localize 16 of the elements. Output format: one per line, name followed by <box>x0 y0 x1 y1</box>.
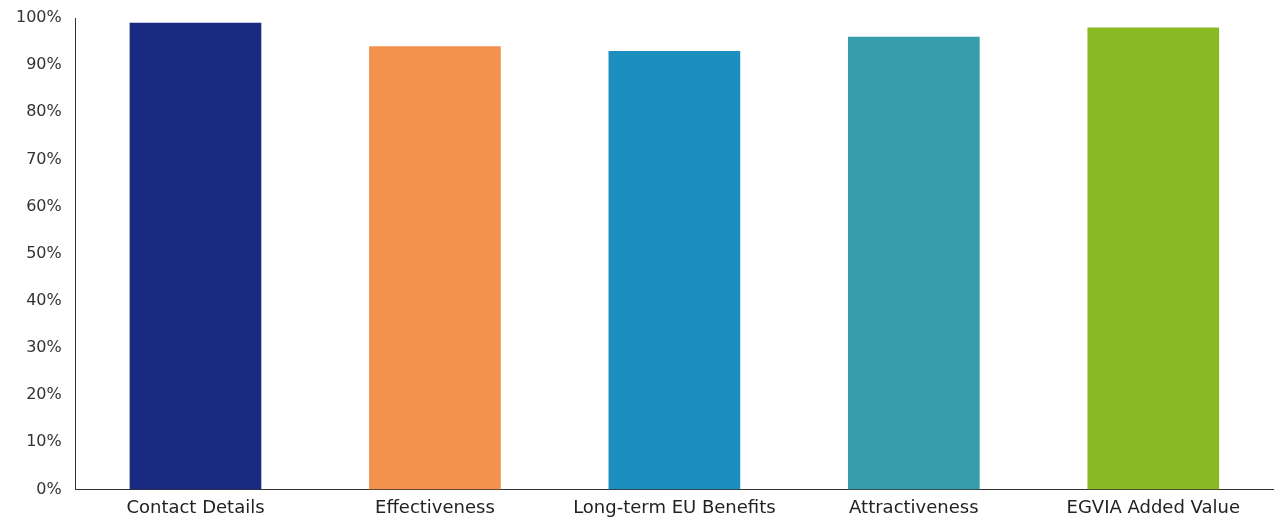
y-tick-label: 60% <box>26 195 62 215</box>
y-tick-label: 10% <box>26 431 62 451</box>
x-tick-label: EGVIA Added Value <box>1066 495 1241 517</box>
y-tick-label: 70% <box>26 148 62 168</box>
y-tick-label: 20% <box>26 384 62 404</box>
y-tick-label: 90% <box>26 54 62 74</box>
y-tick-label: 30% <box>26 337 62 357</box>
x-tick-label: Contact Details <box>126 495 265 517</box>
y-tick-label: 100% <box>15 7 62 27</box>
x-tick-label: Effectiveness <box>375 495 495 517</box>
x-tick-label: Long-term EU Benefits <box>573 495 776 517</box>
x-tick-label: Attractiveness <box>849 495 979 517</box>
y-tick-label: 0% <box>36 478 62 498</box>
y-tick-label: 50% <box>26 242 62 262</box>
y-tick-label: 80% <box>26 101 62 121</box>
y-tick-label: 40% <box>26 290 62 309</box>
